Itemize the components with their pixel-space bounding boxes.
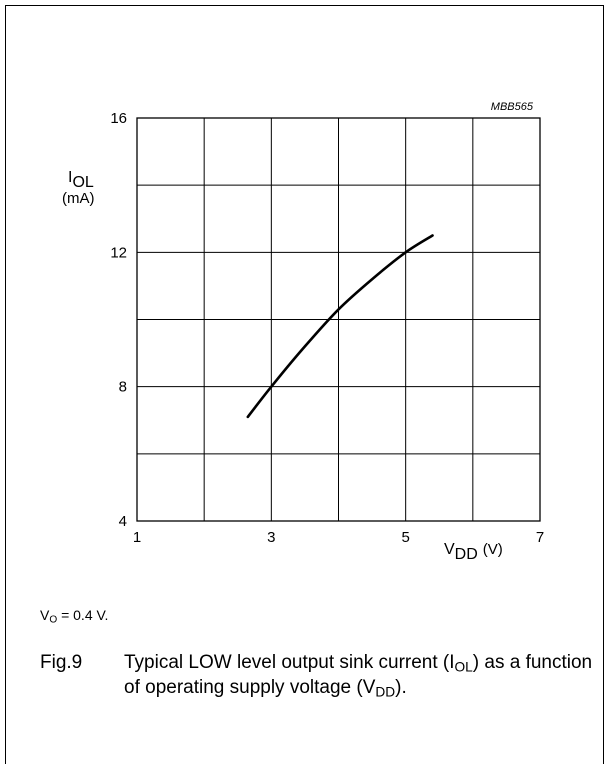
note-sub: O (49, 614, 58, 626)
y-tick-label: 12 (110, 244, 127, 261)
y-label-main: I (68, 169, 72, 186)
note-post: = 0.4 V. (57, 607, 109, 623)
y-label-sub: OL (72, 174, 93, 191)
y-axis-label: IOL (68, 169, 94, 191)
grid (136, 117, 541, 522)
caption-t1: Typical LOW level output sink current (I (124, 652, 455, 673)
x-label-sub: DD (455, 546, 478, 563)
x-label-main: V (444, 541, 455, 558)
x-tick-label: 1 (133, 529, 141, 546)
note-pre: V (40, 607, 50, 623)
caption-t3: ). (395, 677, 407, 698)
caption-text: Typical LOW level output sink current (I… (124, 650, 594, 700)
caption-s2: DD (375, 684, 396, 700)
x-tick-label: 5 (401, 529, 409, 546)
chart: 4 8 12 16 1 3 5 7 MBB565 IOL (mA) VDD (V) (62, 101, 544, 563)
caption-s1: OL (454, 659, 473, 675)
y-tick-label: 16 (110, 110, 127, 127)
plot-border (136, 117, 541, 522)
caption-t2: ) as a function of operating supply volt… (124, 652, 593, 698)
y-tick-label: 4 (119, 513, 127, 530)
x-ticks: 1 3 5 7 (133, 529, 544, 546)
y-axis-unit: (mA) (62, 190, 95, 207)
corner-label: MBB565 (491, 101, 534, 113)
x-label-unit: (V) (483, 541, 503, 558)
x-tick-label: 3 (267, 529, 275, 546)
x-tick-label: 7 (536, 529, 544, 546)
condition-note: VO = 0.4 V. (40, 607, 109, 626)
figure-number: Fig.9 (40, 652, 83, 673)
x-axis-label: VDD (V) (444, 541, 503, 563)
y-ticks: 4 8 12 16 (110, 110, 127, 530)
data-line (246, 234, 434, 419)
y-tick-label: 8 (119, 379, 127, 396)
